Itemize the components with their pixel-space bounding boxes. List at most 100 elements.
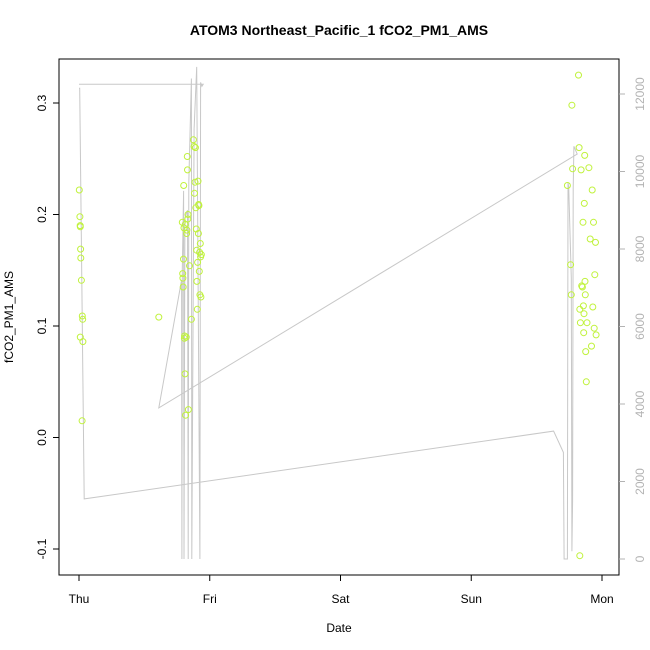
data-point (179, 270, 187, 278)
data-point (590, 218, 597, 226)
x-tick-label: Mon (590, 592, 613, 606)
x-axis: Thu Fri Sat Sun Mon (69, 575, 614, 606)
x-tick-label: Thu (69, 592, 90, 606)
y-tick-label: 0.0 (35, 429, 49, 446)
data-point (579, 302, 587, 310)
data-point (578, 283, 586, 291)
data-point (191, 144, 199, 152)
data-point (569, 165, 577, 173)
data-point (78, 312, 86, 320)
secondary-line-layer (79, 66, 578, 560)
data-point (567, 261, 575, 269)
y2-tick-label: 12000 (633, 77, 647, 111)
data-point (194, 177, 202, 185)
y2-tick-label: 4000 (633, 390, 647, 417)
data-point (579, 218, 587, 226)
data-point (575, 71, 582, 79)
data-point (186, 262, 193, 270)
data-point (75, 186, 83, 194)
data-point (580, 199, 588, 207)
data-point (563, 182, 571, 189)
data-point (581, 151, 589, 159)
y2-tick-label: 2000 (633, 468, 647, 495)
data-point (582, 348, 590, 356)
data-point (580, 329, 588, 337)
data-point (180, 334, 188, 342)
data-point (583, 319, 591, 327)
data-point (578, 282, 586, 290)
data-point (77, 245, 85, 253)
x-tick-label: Fri (203, 592, 217, 606)
data-point (187, 315, 195, 323)
y2-tick-label: 0 (633, 555, 647, 562)
data-point (78, 417, 86, 425)
data-point (577, 166, 585, 174)
data-point (195, 267, 203, 275)
data-point (76, 223, 84, 231)
data-point (79, 315, 87, 323)
x-axis-label: Date (326, 621, 352, 635)
data-point (180, 182, 188, 189)
data-point (580, 310, 588, 318)
data-point (194, 258, 202, 266)
data-point (590, 324, 598, 332)
data-point (589, 303, 597, 311)
data-point (191, 178, 199, 186)
data-point (194, 230, 202, 237)
data-point (183, 226, 191, 234)
data-point (582, 378, 590, 386)
y2-tick-label: 10000 (633, 154, 647, 188)
data-point (588, 342, 595, 350)
y2-tick-label: 6000 (633, 313, 647, 340)
x-tick-label: Sat (331, 592, 350, 606)
plot-box (58, 58, 620, 576)
data-point (197, 293, 205, 301)
data-point (576, 319, 584, 327)
y-tick-label: 0.1 (35, 317, 49, 334)
data-point (77, 276, 85, 284)
y2-tick-label: 8000 (633, 235, 647, 262)
y-axis-label: fCO2_PM1_AMS (2, 271, 16, 363)
points-layer (75, 71, 600, 560)
data-point (195, 202, 203, 210)
y-tick-label: -0.1 (35, 538, 49, 559)
data-point (179, 283, 187, 291)
chart-title: ATOM3 Northeast_Pacific_1 fCO2_PM1_AMS (190, 22, 488, 38)
data-point (189, 136, 197, 144)
data-point (193, 277, 201, 285)
data-point (567, 291, 575, 299)
data-point (192, 225, 200, 233)
y-axis: -0.1 0.0 0.1 0.2 0.3 (35, 94, 59, 559)
data-point (182, 333, 190, 341)
data-point (196, 248, 204, 256)
data-point (592, 331, 600, 339)
data-point (77, 254, 85, 262)
data-point (184, 406, 192, 414)
data-point (588, 186, 596, 194)
data-point (581, 277, 589, 285)
data-point (193, 305, 201, 313)
data-point (586, 235, 594, 243)
data-point (181, 370, 189, 378)
secondary-series-line (79, 66, 578, 560)
y-tick-label: 0.2 (35, 206, 49, 223)
data-point (592, 238, 599, 246)
data-point (591, 271, 599, 279)
data-point (179, 274, 187, 282)
data-point (581, 291, 589, 299)
data-point (184, 166, 191, 174)
data-point (183, 230, 191, 237)
y-tick-label: 0.3 (35, 94, 49, 111)
data-point (76, 213, 84, 221)
x-tick-label: Sun (461, 592, 482, 606)
data-point (155, 313, 163, 321)
data-point (585, 164, 593, 172)
data-point (180, 255, 187, 263)
y2-axis: 0 2000 4000 6000 8000 10000 12000 (619, 77, 647, 562)
data-point (181, 332, 189, 340)
data-point (575, 144, 583, 152)
data-point (196, 240, 204, 247)
data-point (182, 411, 190, 419)
data-point (576, 552, 584, 560)
